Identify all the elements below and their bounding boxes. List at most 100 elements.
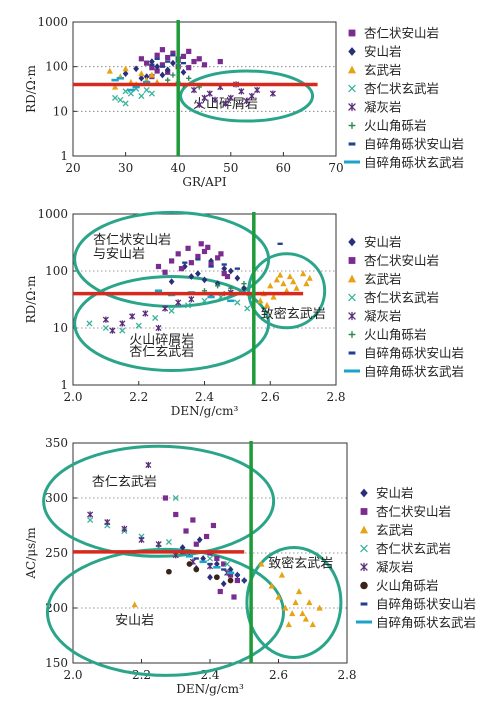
data-point	[241, 284, 247, 292]
y-tick-label: 1000	[37, 207, 68, 221]
data-point	[220, 580, 227, 588]
legend-label: 凝灰岩	[364, 309, 402, 324]
legend-marker	[348, 331, 356, 338]
legend: 安山岩杏仁状安山岩玄武岩杏仁状玄武岩凝灰岩火山角砾岩自碎角砾状安山岩自碎角砾状玄…	[356, 486, 476, 630]
legend-item: 安山岩	[360, 486, 414, 501]
data-point	[210, 522, 217, 529]
data-point	[143, 86, 150, 94]
data-point	[293, 284, 300, 291]
data-point	[155, 324, 162, 332]
data-point	[303, 280, 310, 287]
data-point	[185, 555, 194, 558]
data-point	[234, 274, 241, 282]
legend-item: 玄武岩	[359, 523, 414, 538]
data-point	[213, 560, 220, 568]
data-point	[154, 68, 160, 74]
data-point	[299, 610, 306, 617]
series-凝灰岩	[190, 81, 276, 108]
series-火山角砾岩	[201, 281, 247, 297]
legend-marker	[348, 84, 356, 93]
data-point	[170, 54, 176, 57]
data-point	[148, 90, 155, 97]
zone-label: 火山碎屑岩	[129, 333, 194, 348]
data-point	[127, 90, 134, 97]
data-point	[269, 90, 276, 97]
legend-item: 火山角砾岩	[360, 578, 439, 593]
data-point	[193, 541, 199, 547]
data-point	[161, 305, 169, 312]
legend-marker	[347, 274, 357, 283]
data-point	[316, 604, 323, 611]
data-point	[149, 65, 155, 71]
data-point	[122, 65, 129, 72]
legend-label: 自碎角砾状玄武岩	[376, 615, 476, 630]
legend-label: 火山角砾岩	[364, 327, 427, 342]
y-tick-label: 200	[45, 601, 68, 615]
data-point	[180, 68, 187, 76]
data-point	[131, 601, 138, 608]
y-tick-label: 1000	[37, 15, 68, 29]
legend-item: 杏仁状安山岩	[348, 26, 439, 41]
legend-marker	[348, 142, 356, 146]
data-point	[224, 273, 231, 280]
data-point	[162, 269, 168, 275]
data-point	[168, 278, 175, 286]
data-point	[188, 296, 195, 303]
data-point	[273, 276, 280, 283]
data-point	[270, 293, 277, 300]
plot-frame	[72, 21, 337, 157]
data-point	[186, 65, 192, 71]
data-point	[231, 594, 237, 600]
data-point	[214, 555, 220, 562]
data-point	[138, 70, 145, 77]
series-自碎角砾状安山岩	[182, 242, 283, 270]
data-point	[162, 495, 169, 501]
legend-marker	[348, 237, 356, 247]
data-point	[185, 302, 192, 309]
legend-label: 杏仁状玄武岩	[376, 541, 451, 556]
data-point	[102, 324, 109, 332]
legend-marker	[348, 29, 356, 37]
data-point	[227, 299, 235, 303]
y-tick-label: 250	[45, 546, 68, 560]
data-point	[254, 86, 261, 94]
data-point	[170, 72, 176, 78]
legend-item: 玄武岩	[347, 63, 402, 78]
series-玄武岩	[131, 560, 323, 628]
data-point	[145, 461, 152, 469]
data-point	[244, 305, 251, 312]
legend-marker	[356, 620, 372, 624]
data-point	[196, 56, 202, 62]
legend-item: 自碎角砾状安山岩	[348, 137, 464, 152]
data-point	[228, 285, 234, 291]
data-point	[144, 60, 150, 66]
data-point	[196, 101, 203, 108]
data-point	[104, 519, 111, 526]
data-point	[201, 62, 208, 68]
legend-item: 火山角砾岩	[348, 118, 427, 133]
legend-label: 火山角砾岩	[376, 578, 439, 593]
data-point	[169, 258, 175, 264]
chart-panel-2: 1 10 100 1000 2.0 2.2 2.4 2.6 2.8 DEN/g/cm³ RD/Ω·m…	[24, 207, 464, 418]
data-point	[149, 58, 155, 65]
data-point	[117, 96, 124, 103]
series-火山角砾岩	[166, 561, 234, 584]
data-point	[208, 265, 214, 268]
data-point	[165, 54, 171, 61]
data-point	[191, 58, 197, 65]
data-point	[180, 53, 187, 59]
series-杏仁状安山岩	[162, 495, 240, 600]
legend-item: 自碎角砾状安山岩	[348, 346, 464, 361]
legend-item: 火山角砾岩	[348, 327, 427, 342]
legend-label: 自碎角砾状玄武岩	[364, 364, 464, 379]
data-point	[213, 566, 221, 569]
data-point	[201, 248, 208, 255]
zone-label: 杏仁玄武岩	[129, 345, 194, 360]
legend-item: 自碎角砾状安山岩	[360, 597, 476, 612]
data-point	[238, 88, 245, 95]
data-point	[138, 56, 144, 62]
legend-item: 玄武岩	[347, 272, 402, 287]
data-point	[186, 561, 193, 567]
x-tick-label: 70	[328, 161, 343, 175]
data-point	[306, 274, 313, 281]
